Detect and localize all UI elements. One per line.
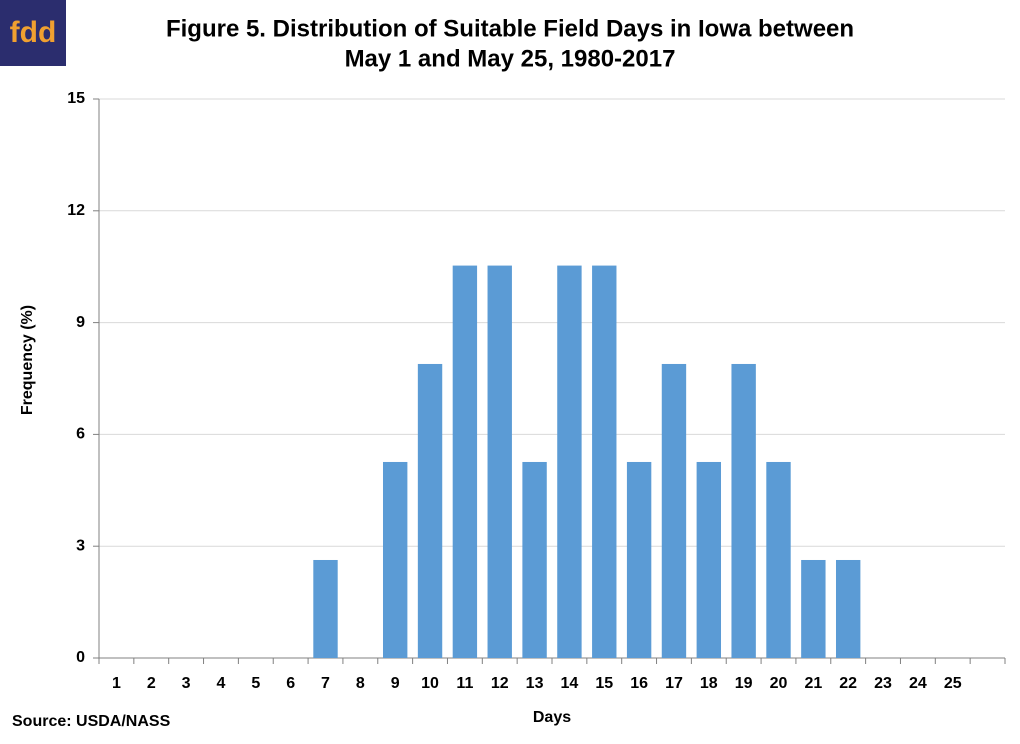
bar [801,559,826,658]
x-tick-label: 19 [735,675,753,692]
x-tick-label: 8 [356,675,365,692]
bar [557,265,582,658]
bar [766,461,791,658]
bar [661,363,687,658]
x-tick-label: 7 [321,675,330,692]
x-tick-label: 5 [251,675,260,692]
x-tick-label: 20 [770,675,788,692]
source: Source: USDA/NASS [12,713,171,730]
y-tick-label: 6 [76,426,85,443]
y-tick-label: 12 [67,202,85,219]
x-tick-label: 23 [874,675,892,692]
bar [417,363,443,658]
y-tick-label: 9 [76,314,85,331]
x-tick-label: 1 [112,675,121,692]
x-tick-label: 14 [561,675,579,692]
x-tick-label: 4 [217,675,226,692]
bar [313,559,338,658]
x-tick-label: 13 [526,675,544,692]
chart-title: May 1 and May 25, 1980-2017 [345,45,676,72]
logo-box [0,0,66,66]
x-tick-label: 15 [595,675,613,692]
bar [835,559,861,658]
x-tick-label: 25 [944,675,962,692]
x-tick-label: 22 [839,675,857,692]
x-tick-label: 24 [909,675,927,692]
y-tick-label: 15 [67,90,85,107]
bar [731,363,756,658]
x-tick-label: 16 [630,675,648,692]
bar [592,265,617,658]
x-tick-label: 9 [391,675,400,692]
bar [522,461,547,658]
x-axis-label: Days [533,709,571,726]
x-tick-label: 17 [665,675,683,692]
bar [452,265,478,658]
x-tick-label: 11 [456,675,473,692]
bar [382,461,408,658]
bar [487,265,512,658]
bar [696,461,722,658]
x-tick-label: 18 [700,675,718,692]
bar [626,461,652,658]
x-tick-label: 6 [286,675,295,692]
x-tick-label: 12 [491,675,509,692]
x-tick-label: 21 [804,675,822,692]
x-tick-label: 3 [182,675,191,692]
x-tick-label: 2 [147,675,156,692]
logo: fdd [10,16,57,49]
y-tick-label: 0 [76,649,85,666]
y-axis-label: Frequency (%) [19,305,36,415]
x-tick-label: 10 [421,675,439,692]
chart-title: Figure 5. Distribution of Suitable Field… [166,15,854,42]
y-tick-label: 3 [76,537,85,554]
